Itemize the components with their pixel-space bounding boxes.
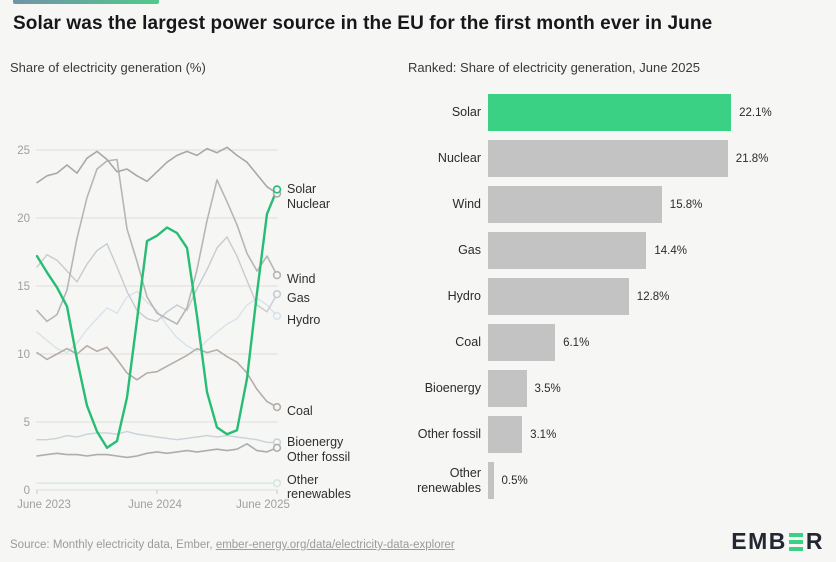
bar-value-label: 15.8% (669, 198, 703, 211)
series-label-bioenergy: Bioenergy (287, 435, 344, 449)
bar-row-bioenergy: Bioenergy 3.5% (400, 370, 830, 407)
bar-category-label: Nuclear (437, 151, 481, 166)
bar-rect (488, 278, 629, 315)
series-label-coal: Coal (287, 404, 313, 418)
bar-value-label: 6.1% (563, 336, 590, 349)
bar-row-gas: Gas 14.4% (400, 232, 830, 269)
series-line-coal (36, 345, 278, 408)
ember-logo-e-icon (788, 532, 803, 551)
source-link[interactable]: ember-energy.org/data/electricity-data-e… (215, 539, 455, 551)
series-line-solar (35, 188, 279, 449)
series-marker-coal (272, 402, 282, 412)
bar-row-wind: Wind 15.8% (400, 186, 830, 223)
bar-category-label: Wind (452, 197, 481, 212)
y-tick-label-5: 5 (24, 417, 30, 429)
bar-category-label: Solar (451, 105, 481, 120)
bar-rect (488, 462, 494, 499)
bar-category-label: Bioenergy (424, 381, 481, 396)
bar-rect (488, 186, 662, 223)
bar-rect (488, 94, 732, 131)
source-line: Source: Monthly electricity data, Ember,… (10, 539, 455, 551)
bar-value-label: 21.8% (735, 152, 769, 165)
bar-value-label: 3.5% (534, 382, 561, 395)
bar-category-label: Other renewables (417, 466, 481, 495)
bar-value-label: 22.1% (739, 106, 772, 119)
ember-logo: EMB R (731, 528, 824, 555)
bar-chart-subtitle: Ranked: Share of electricity generation,… (408, 60, 700, 75)
series-line-wind (36, 158, 278, 325)
series-line-other-fossil (36, 442, 278, 459)
series-label-other-renewables: renewables (287, 487, 351, 501)
bar-category-label: Coal (455, 335, 481, 350)
series-label-wind: Wind (287, 272, 316, 286)
series-line-gas (36, 236, 278, 323)
x-tick-label: June 2023 (17, 499, 71, 511)
source-text: Source: Monthly electricity data, Ember, (10, 539, 216, 551)
ember-logo-text-left: EMB (731, 528, 787, 554)
bar-value-label: 14.4% (654, 244, 687, 257)
series-marker-hydro (272, 311, 282, 321)
bar-category-label: Other fossil (417, 427, 481, 442)
bar-value-label: 3.1% (530, 428, 557, 441)
x-tick-label: June 2025 (236, 499, 290, 511)
x-tick-label: June 2024 (128, 499, 182, 511)
series-marker-other-fossil (272, 443, 282, 453)
bar-category-label: Hydro (447, 289, 481, 304)
series-label-nuclear: Nuclear (287, 197, 330, 211)
series-line-bioenergy (36, 430, 278, 444)
bar-row-hydro: Hydro 12.8% (400, 278, 830, 315)
bar-rect (488, 324, 556, 361)
bar-value-label: 12.8% (636, 290, 670, 303)
line-chart: 0 5 10 15 20 25 June 2023 June 2024 June 2025 Oth… (17, 145, 351, 511)
series-marker-other-renewables (272, 479, 282, 488)
y-tick-label-0: 0 (24, 485, 30, 497)
series-label-other-fossil: Other fossil (287, 450, 350, 464)
series-marker-wind (272, 270, 282, 280)
bar-rect (488, 416, 523, 453)
y-tick-label-15: 15 (17, 281, 30, 293)
bar-row-coal: Coal 6.1% (400, 324, 830, 361)
bar-rect (488, 370, 527, 407)
bar-chart: Solar 22.1% Nuclear 21.8% Wind 15.8% Gas 14.4% H… (400, 94, 830, 508)
bar-rect (488, 140, 728, 177)
series-marker-solar (272, 185, 282, 194)
series-line-nuclear (36, 146, 278, 195)
bar-row-solar: Solar 22.1% (400, 94, 830, 131)
page-title: Solar was the largest power source in th… (13, 13, 713, 34)
line-chart-subtitle: Share of electricity generation (%) (10, 60, 206, 75)
accent-bar (13, 0, 159, 4)
ember-logo-text-right: R (805, 528, 824, 554)
bar-rect (488, 232, 647, 269)
series-label-gas: Gas (287, 291, 310, 305)
y-tick-label-10: 10 (17, 349, 30, 361)
bar-value-label: 0.5% (501, 474, 528, 487)
series-line-hydro (36, 290, 278, 354)
series-label-solar: Solar (287, 182, 316, 196)
series-label-other-renewables: Other (287, 473, 318, 487)
bar-row-other-renewables: Other renewables 0.5% (400, 462, 830, 499)
series-marker-gas (272, 289, 282, 299)
bar-row-nuclear: Nuclear 21.8% (400, 140, 830, 177)
bar-row-other-fossil: Other fossil 3.1% (400, 416, 830, 453)
y-tick-label-20: 20 (17, 213, 30, 225)
y-tick-label-25: 25 (17, 145, 30, 157)
series-label-hydro: Hydro (287, 313, 320, 327)
bar-category-label: Gas (458, 243, 481, 258)
